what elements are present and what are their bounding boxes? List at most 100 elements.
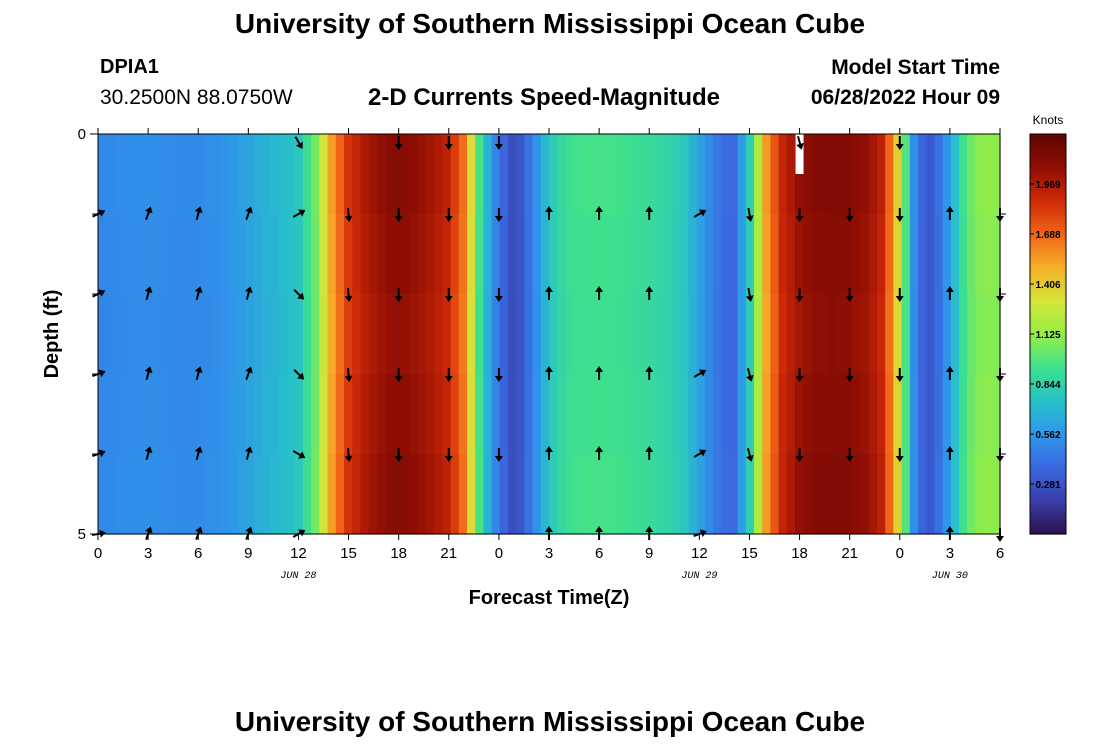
colorbar: 0.281 0.562 0.844 1.125 1.406 1.688 1.969	[1029, 133, 1067, 535]
colorbar-segment	[1030, 447, 1066, 452]
heatmap-cell	[762, 214, 771, 295]
heatmap-cell	[212, 214, 222, 295]
heatmap-cell	[991, 294, 1001, 375]
colorbar-segment	[1030, 187, 1066, 192]
colorbar-segment	[1030, 487, 1066, 492]
current-arrow	[795, 288, 804, 302]
heatmap-cell	[590, 454, 599, 535]
heatmap-cell	[696, 214, 706, 295]
colorbar-segment	[1030, 170, 1066, 175]
heatmap-cell	[696, 374, 706, 455]
heatmap-cell	[344, 214, 353, 295]
heatmap-cell	[942, 134, 952, 215]
heatmap-cell	[483, 294, 493, 375]
heatmap-cell	[270, 374, 279, 455]
colorbar-segment	[1030, 484, 1066, 488]
current-arrow	[746, 447, 754, 462]
heatmap-cell	[360, 294, 370, 375]
station-id: DPIA1	[100, 56, 159, 78]
colorbar-segment	[1030, 274, 1066, 278]
current-arrow	[745, 207, 754, 222]
heatmap-cell	[877, 294, 886, 375]
current-arrow-head	[344, 375, 353, 382]
heatmap-cell	[737, 214, 747, 295]
heatmap-cell	[532, 134, 542, 215]
heatmap-cell	[581, 134, 591, 215]
heatmap-cell	[778, 294, 788, 375]
heatmap-cell	[770, 454, 780, 535]
heatmap-cell	[294, 374, 304, 455]
colorbar-segment	[1030, 467, 1066, 472]
heatmap-cell	[581, 374, 591, 455]
current-arrow-head	[795, 376, 804, 382]
heatmap-cell	[606, 134, 616, 215]
current-arrow	[545, 366, 553, 380]
colorbar-segment	[1030, 397, 1066, 402]
heatmap-cell	[475, 134, 484, 215]
colorbar-segment	[1030, 410, 1066, 415]
heatmap-cell	[762, 294, 771, 375]
heatmap-cell	[704, 374, 714, 455]
heatmap-cell	[762, 134, 771, 215]
current-arrow-head	[394, 456, 403, 462]
current-arrow-head	[344, 215, 353, 222]
heatmap-cell	[360, 374, 370, 455]
heatmap-cell	[557, 134, 566, 215]
colorbar-segment	[1030, 497, 1066, 502]
heatmap-cell	[704, 454, 714, 535]
heatmap-cell	[434, 134, 443, 215]
heatmap-cell	[647, 134, 657, 215]
heatmap-cell	[606, 214, 616, 295]
colorbar-segment	[1030, 254, 1066, 258]
current-arrow-head	[494, 456, 503, 462]
heatmap-cell	[663, 214, 673, 295]
colorbar-segment	[1030, 157, 1066, 162]
current-arrow-head	[699, 449, 707, 457]
heatmap-cell	[565, 294, 575, 375]
current-arrow	[394, 136, 403, 150]
heatmap-cell	[680, 214, 689, 295]
colorbar-segment	[1030, 204, 1066, 208]
heatmap-cell	[335, 454, 345, 535]
current-arrow	[394, 208, 403, 222]
heatmap-cell	[959, 294, 968, 375]
heatmap-cell	[188, 294, 197, 375]
heatmap-cell	[975, 454, 985, 535]
heatmap-cell	[499, 454, 509, 535]
heatmap-cell	[360, 454, 370, 535]
heatmap-cell	[106, 454, 115, 535]
heatmap-cell	[163, 214, 173, 295]
current-arrow	[746, 367, 754, 382]
heatmap-cell	[294, 134, 304, 215]
model-start-value: 06/28/2022 Hour 09	[810, 86, 1000, 109]
heatmap-cell	[106, 214, 115, 295]
heatmap-cell	[967, 134, 976, 215]
colorbar-segment	[1030, 440, 1066, 445]
heatmap-cell	[335, 294, 345, 375]
heatmap-cell	[762, 454, 771, 535]
current-arrow	[494, 448, 503, 462]
heatmap-cell	[262, 374, 271, 455]
current-arrow	[494, 368, 503, 382]
heatmap-cell	[139, 134, 148, 215]
heatmap-cell	[311, 454, 320, 535]
heatmap-cell	[926, 134, 935, 215]
heatmap-cell	[237, 214, 247, 295]
heatmap-cell	[327, 374, 337, 455]
current-arrow	[394, 288, 403, 302]
current-arrow-head	[645, 446, 654, 452]
heatmap-cell	[868, 294, 878, 375]
heatmap-cell	[270, 454, 279, 535]
colorbar-segment	[1030, 277, 1066, 282]
heatmap-cell	[458, 454, 468, 535]
y-tick-label: 5	[78, 526, 86, 543]
colorbar-segment	[1030, 180, 1066, 185]
heatmap-cell	[606, 454, 616, 535]
current-arrow	[194, 286, 203, 301]
heatmap-cell	[918, 214, 927, 295]
current-arrow-head	[244, 286, 253, 294]
heatmap-cell	[212, 374, 222, 455]
heatmap-cell	[795, 214, 804, 295]
colorbar-segment	[1030, 150, 1066, 155]
heatmap-cell	[139, 294, 148, 375]
